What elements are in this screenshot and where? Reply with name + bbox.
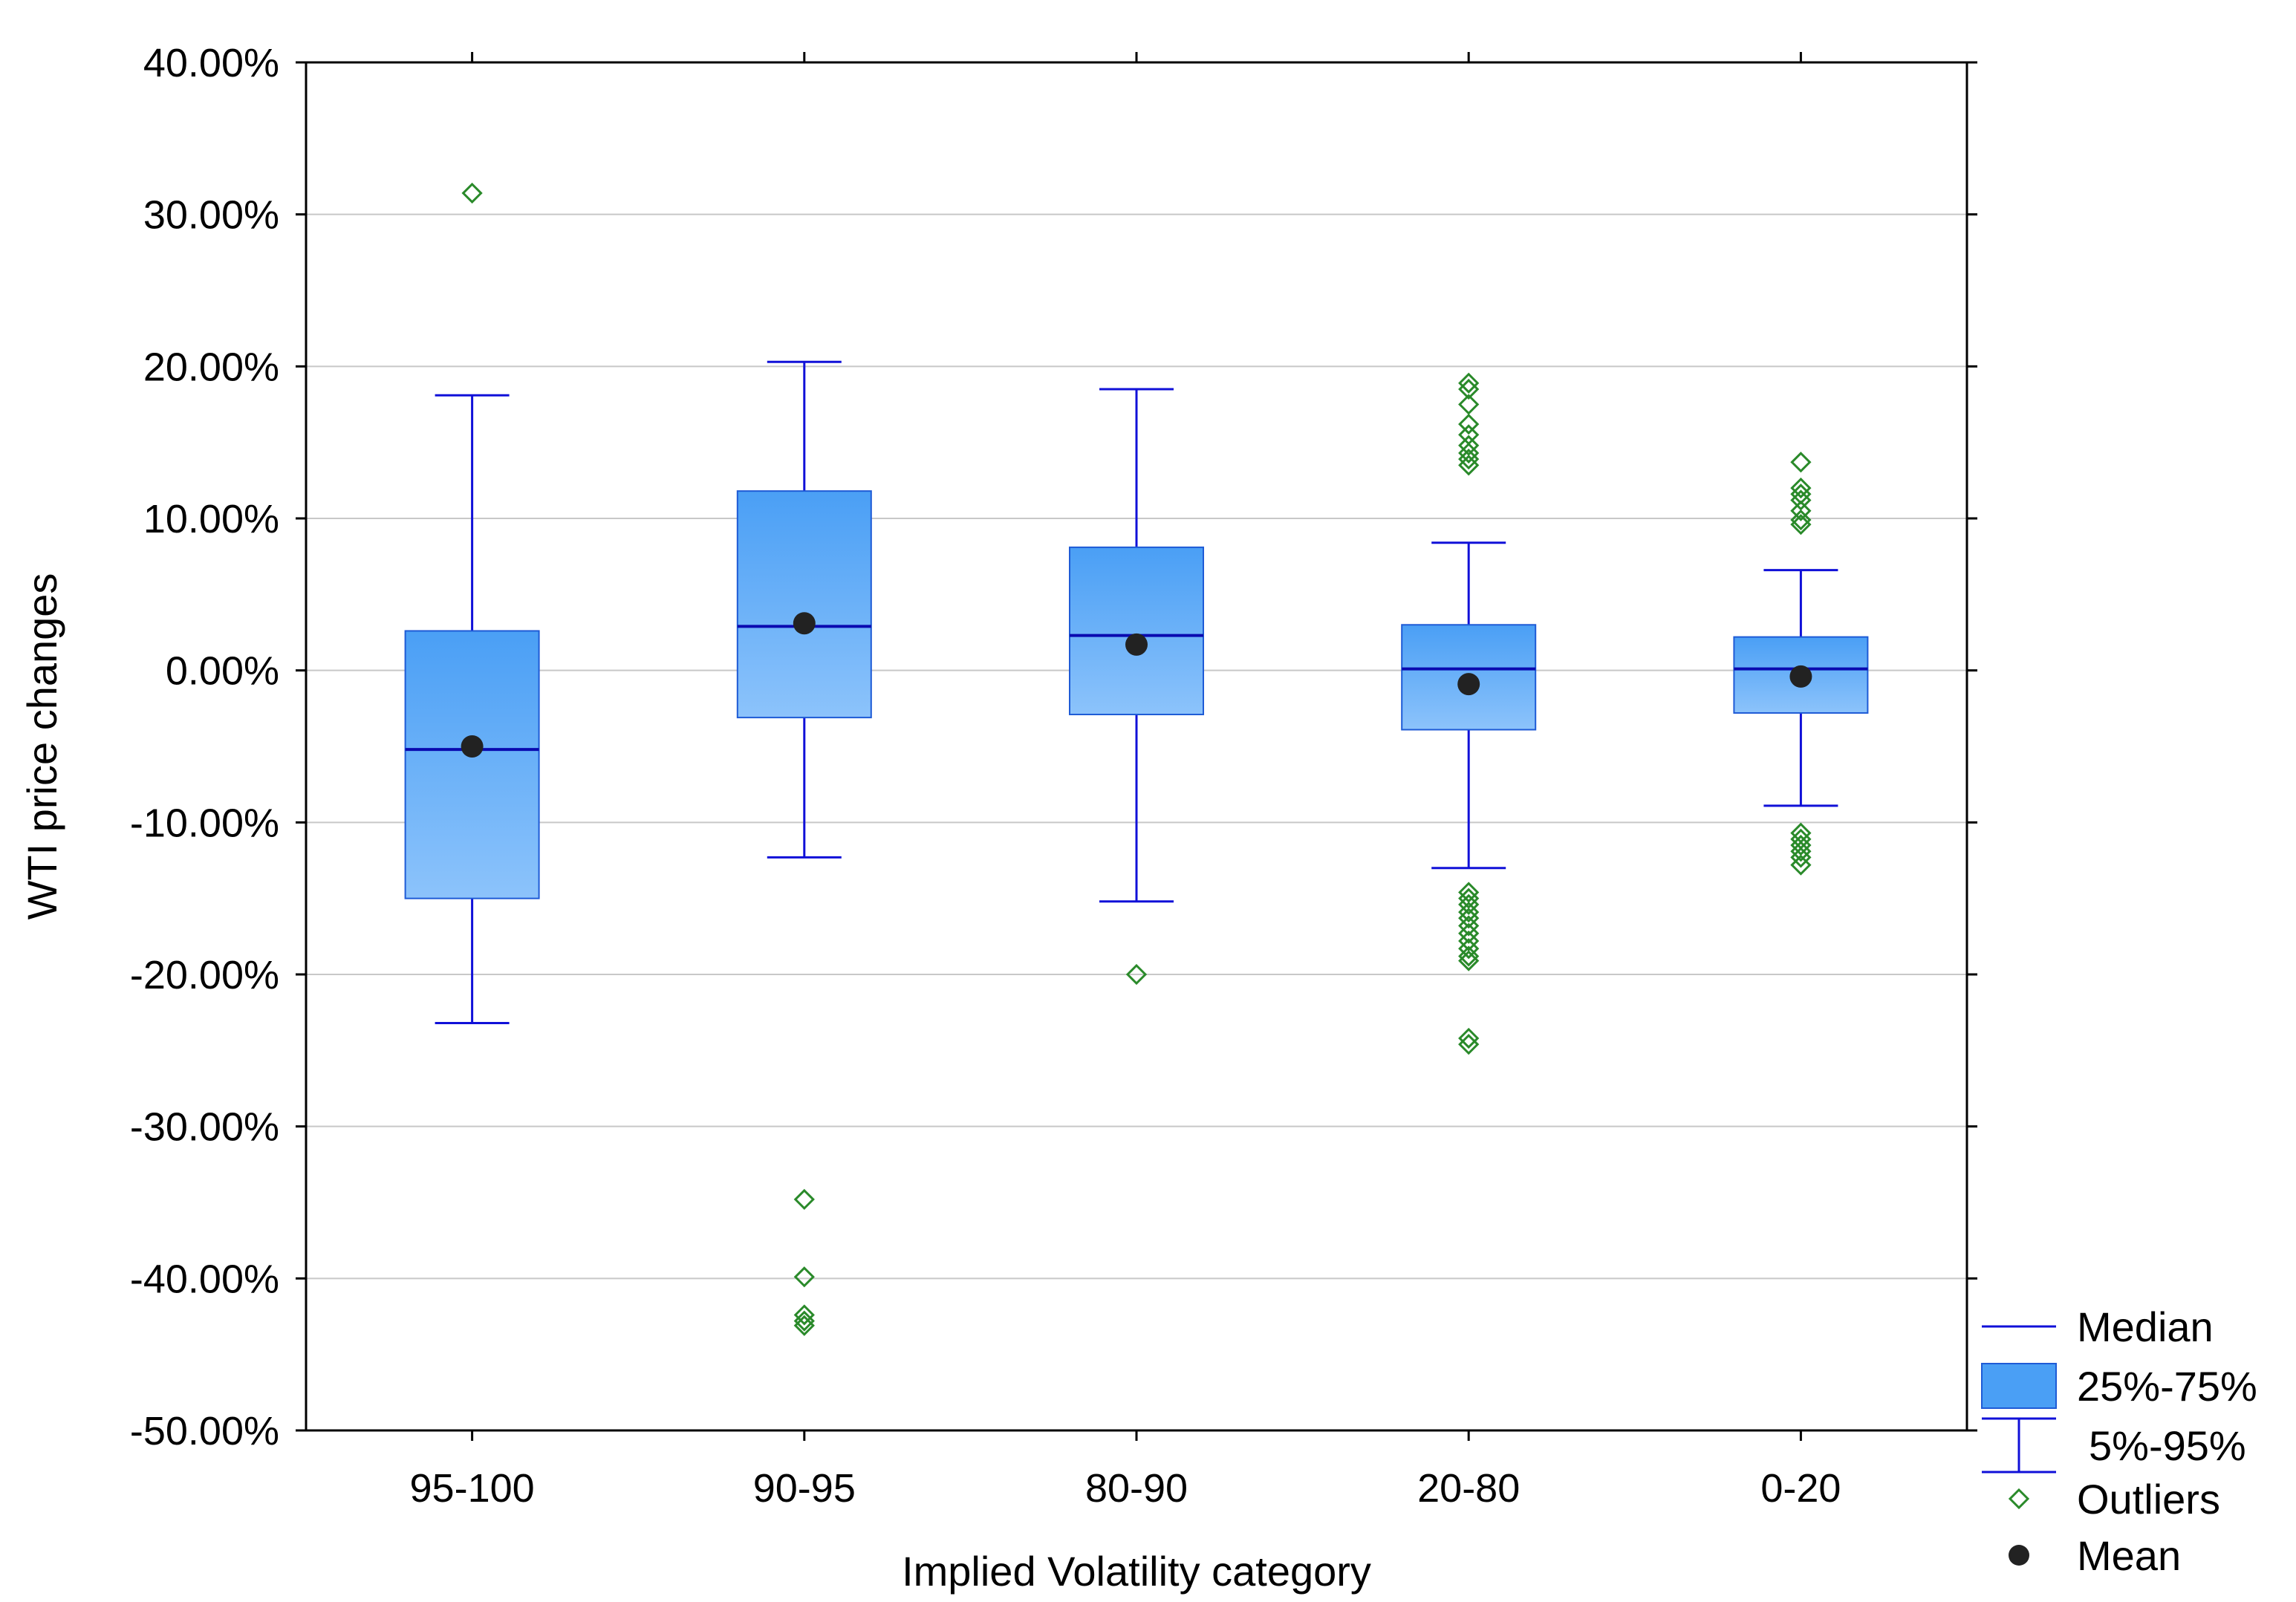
y-tick-label: 20.00% [143,345,279,389]
box-group-90-95 [736,360,872,1336]
outlier-marker [461,182,483,204]
legend-label: Outliers [2077,1476,2220,1523]
outlier-marker [793,1266,815,1288]
outlier-marker [793,1188,815,1211]
mean-marker [1125,633,1148,656]
outlier-marker [1458,915,1480,937]
legend-item-mean: Mean [2009,1532,2181,1579]
box-group-95-100 [404,182,540,1024]
outlier-marker [1790,509,1812,531]
outlier-marker [1458,455,1480,476]
outlier-marker [1458,413,1480,435]
y-tick-label: -20.00% [130,953,279,997]
outlier-marker [1458,901,1480,923]
iqr-box [1069,546,1204,716]
y-tick-label: 30.00% [143,193,279,238]
legend-item-iqr: 25%-75% [1981,1363,2257,1410]
mean-marker [461,735,484,758]
legend-item-whisker: 5%-95% [1982,1417,2246,1474]
box-group-0-20 [1733,452,1869,876]
outlier-marker [1458,449,1480,470]
outlier-marker [1790,828,1812,850]
outlier-marker [1458,922,1480,944]
outlier-marker [1125,963,1148,986]
box-group-20-80 [1401,372,1537,1055]
y-tick-label: -30.00% [130,1105,279,1150]
outlier-marker [1790,514,1812,535]
y-tick-label: -10.00% [130,801,279,845]
x-axis-title: Implied Volatility category [902,1548,1371,1595]
mean-marker [1457,673,1480,696]
y-tick-label: 0.00% [166,649,279,694]
legend-item-outliers: Outliers [2008,1476,2220,1523]
outlier-marker [793,1315,815,1336]
legend-label: 5%-95% [2089,1422,2246,1469]
outlier-marker [1790,822,1812,844]
legend: Median 25%-75% 5%-95% Outliers Mean [1981,1303,2257,1579]
y-tick-label: -40.00% [130,1257,279,1301]
outlier-marker [1458,1034,1480,1055]
outlier-marker [1458,950,1480,971]
outlier-marker [1458,930,1480,952]
y-axis: 40.00% 30.00% 20.00% 10.00% 0.00% -10.00% -20.… [130,41,1977,1453]
outlier-marker [1790,477,1812,499]
legend-label: 25%-75% [2077,1363,2257,1410]
legend-label: Mean [2077,1532,2181,1579]
outlier-marker [1790,834,1812,856]
outlier-marker [1458,945,1480,967]
outlier-marker [1458,1027,1480,1049]
outlier-marker [1458,893,1480,915]
outlier-marker [1458,394,1480,415]
box-group-80-90 [1069,388,1204,986]
outlier-marker [1458,908,1480,929]
iqr-box [404,630,540,899]
outlier-marker [1458,378,1480,400]
outlier-marker [1790,854,1812,876]
outlier-marker [1790,841,1812,862]
outlier-marker [1790,489,1812,511]
outlier-marker [1458,434,1480,456]
outlier-marker [793,1304,815,1326]
x-tick-label: 80-90 [1085,1466,1188,1511]
plot-area [404,182,1869,1336]
outlier-marker [1458,372,1480,394]
legend-swatch-outlier [2008,1488,2030,1510]
y-tick-label: 10.00% [143,497,279,541]
outlier-marker [1458,424,1480,446]
y-tick-label: -50.00% [130,1409,279,1453]
x-tick-label: 95-100 [410,1466,535,1511]
legend-label: Median [2077,1303,2214,1350]
mean-marker [793,612,816,635]
outlier-marker [1790,500,1812,521]
y-axis-title: WTI price changes [19,573,65,920]
x-tick-label: 0-20 [1760,1466,1841,1511]
legend-swatch-box [1981,1363,2057,1409]
outlier-marker [1458,882,1480,903]
outlier-marker [793,1310,815,1332]
x-axis: 95-100 90-95 80-90 20-80 0-20 [410,52,1841,1511]
outlier-marker [1790,847,1812,868]
y-tick-label: 40.00% [143,41,279,85]
outlier-marker [1458,938,1480,960]
outlier-marker [1458,888,1480,909]
mean-marker [1789,665,1812,688]
outlier-marker [1458,442,1480,464]
legend-item-median: Median [1982,1303,2214,1350]
x-tick-label: 90-95 [753,1466,856,1511]
x-tick-label: 20-80 [1417,1466,1520,1511]
legend-swatch-mean [2009,1545,2029,1566]
iqr-box [736,490,872,719]
outlier-marker [1790,452,1812,473]
